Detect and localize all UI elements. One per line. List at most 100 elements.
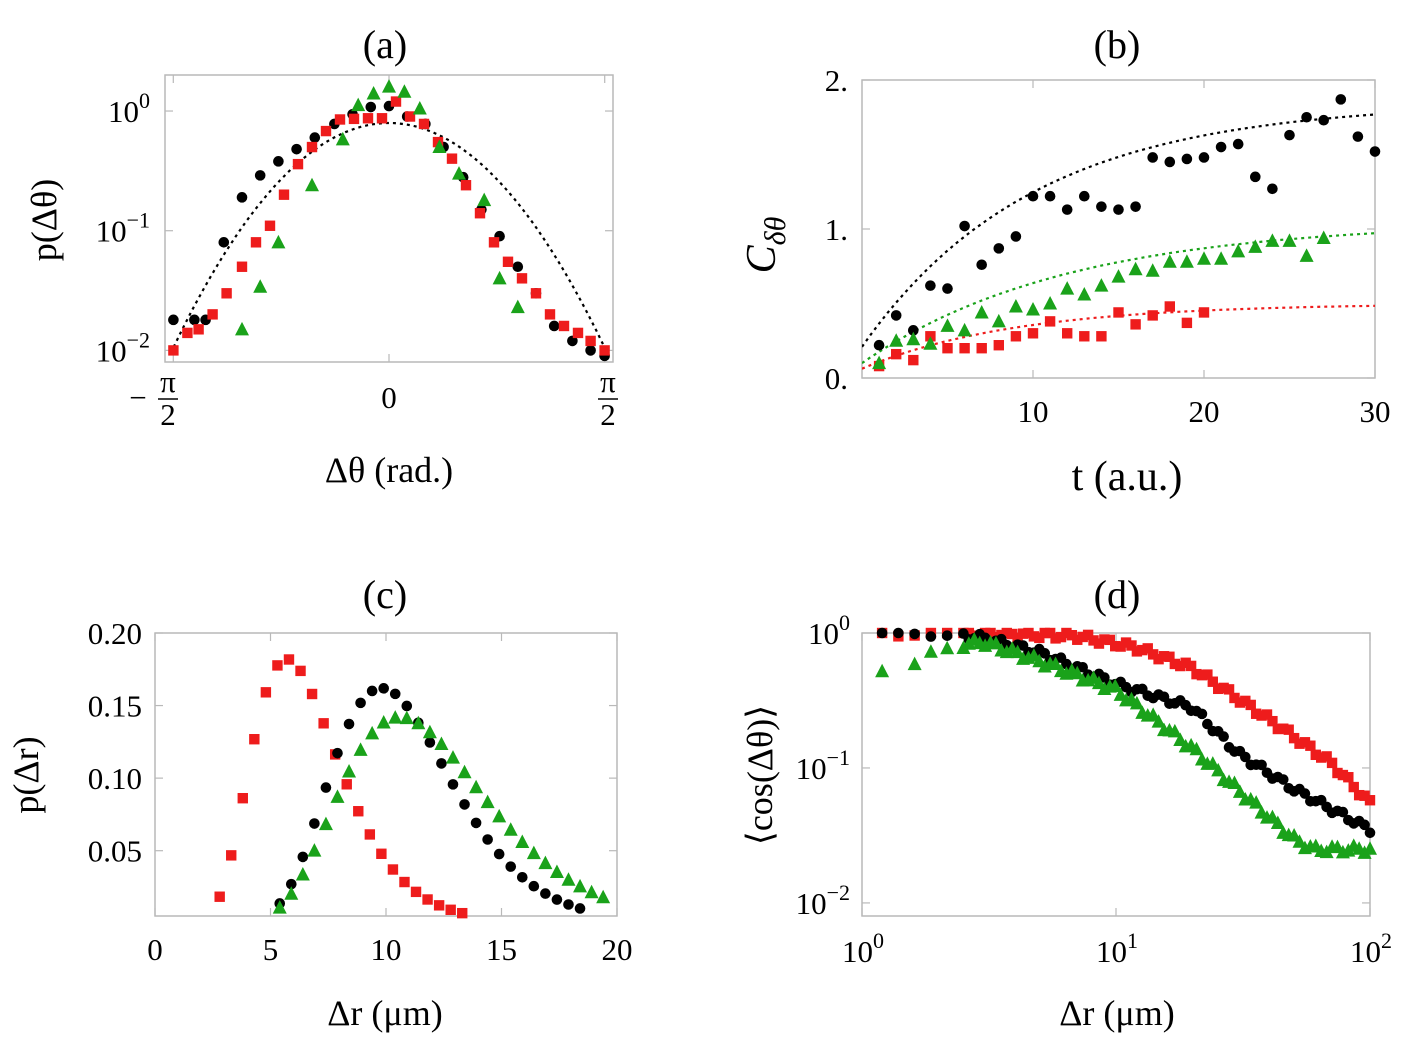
data-point-square <box>1147 649 1159 660</box>
data-point-triangle <box>432 139 447 154</box>
data-point-circle <box>1337 806 1349 818</box>
data-point-triangle <box>1265 233 1280 247</box>
data-point-square <box>1142 643 1153 654</box>
data-point-circle <box>1061 204 1073 215</box>
data-point-circle <box>540 888 551 899</box>
data-point-triangle <box>872 355 887 370</box>
y-axis-label: ⟨cos(Δθ)⟩ <box>740 705 780 845</box>
data-point-square <box>1272 723 1284 735</box>
data-point-circle <box>574 903 586 914</box>
data-point-square <box>460 180 472 191</box>
x-tick-label: − π2 <box>129 364 178 432</box>
data-point-triangle <box>388 710 403 724</box>
data-point-circle <box>424 737 436 748</box>
x-tick-label: π2 <box>598 364 618 432</box>
data-point-triangle <box>1146 707 1161 721</box>
data-point-square <box>488 237 500 248</box>
data-point-square <box>1283 724 1294 735</box>
data-point-square <box>1305 740 1316 751</box>
pi-numerator: π <box>160 364 176 399</box>
series-red <box>873 301 1210 372</box>
data-point-square <box>1223 684 1235 695</box>
data-point-square <box>993 340 1004 351</box>
data-point-triangle <box>1214 251 1229 265</box>
data-point-square <box>474 208 486 219</box>
panel-b: (b) 10 20 30 0. 1. 2. t (a.u.) Cδθ <box>739 22 1391 500</box>
data-point-triangle <box>988 635 1003 650</box>
data-point-triangle <box>1145 263 1160 277</box>
data-point-triangle <box>365 725 380 740</box>
data-point-triangle <box>353 742 368 756</box>
data-point-circle <box>873 339 885 351</box>
data-point-circle <box>505 861 517 872</box>
data-point-triangle <box>1211 762 1226 777</box>
data-point-triangle <box>307 843 322 857</box>
data-point-circle <box>343 718 355 730</box>
data-point-square <box>404 111 416 122</box>
data-point-circle <box>528 880 540 892</box>
data-point-triangle <box>1026 301 1040 316</box>
data-point-triangle <box>1094 278 1109 292</box>
data-point-square <box>1353 789 1365 801</box>
data-point-square <box>1044 316 1056 327</box>
data-point-square <box>1326 757 1338 769</box>
data-point-square <box>1321 751 1332 762</box>
minus-sign: − <box>129 380 146 415</box>
data-point-square <box>1115 641 1126 652</box>
x-tick-label: 100 <box>842 928 884 969</box>
data-point-triangle <box>295 866 310 881</box>
data-point-circle <box>1181 153 1193 165</box>
data-point-circle <box>876 627 888 639</box>
x-tick-label: 10 <box>1018 394 1049 429</box>
data-point-circle <box>285 878 297 890</box>
data-point-triangle <box>382 79 396 93</box>
data-point-triangle <box>412 100 427 115</box>
x-axis-label: Δθ (rad.) <box>325 450 453 490</box>
x-tick-label: 102 <box>1350 928 1392 969</box>
data-point-square <box>1234 697 1246 708</box>
data-point-triangle <box>1292 834 1307 848</box>
data-point-triangle <box>526 845 541 860</box>
data-point-square <box>278 189 290 200</box>
data-point-square <box>1261 709 1273 720</box>
data-point-triangle <box>549 864 564 878</box>
data-point-square <box>516 273 528 284</box>
data-point-triangle <box>510 299 525 314</box>
data-point-square <box>207 309 218 320</box>
data-point-triangle <box>1128 261 1143 276</box>
data-point-circle <box>1079 190 1090 202</box>
x-axis-label: Δr (μm) <box>327 993 442 1033</box>
data-point-square <box>348 113 360 125</box>
data-point-square <box>1082 629 1094 641</box>
data-point-square <box>585 335 596 347</box>
data-point-square <box>334 114 346 125</box>
series-green <box>872 230 1331 370</box>
data-point-triangle <box>1232 784 1247 798</box>
data-point-triangle <box>923 336 938 350</box>
data-point-square <box>422 894 433 905</box>
data-point-square <box>1164 301 1175 312</box>
data-point-square <box>264 220 276 231</box>
data-point-triangle <box>906 331 921 346</box>
data-point-square <box>1012 632 1023 644</box>
data-point-square <box>530 288 542 299</box>
data-point-square <box>572 327 584 339</box>
data-point-square <box>236 261 248 272</box>
series-red <box>168 96 610 356</box>
x-tick-label: 0 <box>381 380 397 415</box>
data-point-square <box>1245 699 1256 711</box>
x-tick-label: 101 <box>1096 928 1138 969</box>
data-point-circle <box>1218 731 1229 742</box>
data-point-triangle <box>272 900 287 914</box>
data-point-circle <box>959 220 970 232</box>
series-red <box>214 654 468 919</box>
data-point-circle <box>355 697 366 709</box>
data-point-triangle <box>974 304 989 319</box>
data-point-circle <box>168 314 179 326</box>
data-point-triangle <box>445 750 460 764</box>
data-point-circle <box>908 325 919 336</box>
data-point-square <box>1153 653 1164 665</box>
data-point-triangle <box>422 724 437 739</box>
data-point-square <box>1359 790 1370 801</box>
data-point-triangle <box>957 322 972 337</box>
